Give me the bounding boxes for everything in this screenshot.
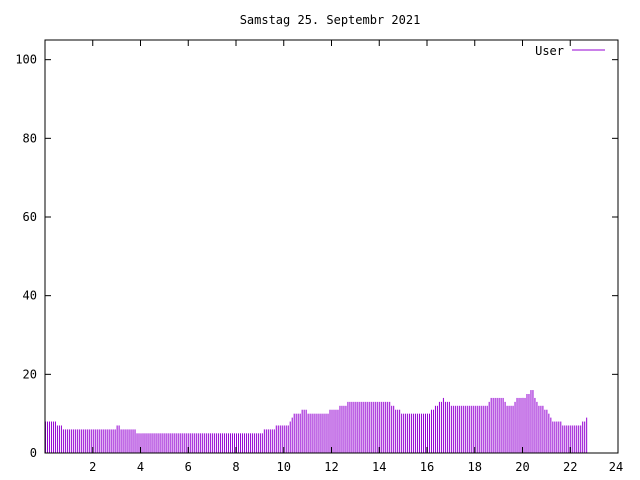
legend: User bbox=[535, 44, 605, 58]
plot-frame bbox=[44, 39, 619, 454]
x-tick-label: 10 bbox=[277, 460, 291, 474]
y-tick-label: 100 bbox=[15, 53, 37, 67]
x-tick-label: 12 bbox=[324, 460, 338, 474]
x-tick-label: 6 bbox=[185, 460, 192, 474]
x-tick-label: 14 bbox=[372, 460, 386, 474]
y-tick-label: 40 bbox=[23, 289, 37, 303]
y-axis: 0 20 40 60 80 100 bbox=[15, 53, 618, 460]
y-tick-label: 80 bbox=[23, 131, 37, 145]
legend-label: User bbox=[535, 44, 564, 58]
bar-series bbox=[45, 390, 588, 453]
x-tick-label: 22 bbox=[563, 460, 577, 474]
x-tick-label: 18 bbox=[468, 460, 482, 474]
chart-title: Samstag 25. Septembr 2021 bbox=[240, 13, 421, 27]
x-tick-label: 2 bbox=[89, 460, 96, 474]
y-tick-label: 0 bbox=[30, 446, 37, 460]
x-tick-label: 16 bbox=[420, 460, 434, 474]
x-tick-label: 4 bbox=[137, 460, 144, 474]
y-tick-label: 20 bbox=[23, 367, 37, 381]
y-tick-label: 60 bbox=[23, 210, 37, 224]
x-tick-label: 20 bbox=[515, 460, 529, 474]
x-tick-label: 8 bbox=[232, 460, 239, 474]
x-tick-label: 24 bbox=[609, 460, 623, 474]
x-axis: 2 4 6 8 10 12 14 16 18 20 22 24 bbox=[89, 40, 623, 474]
